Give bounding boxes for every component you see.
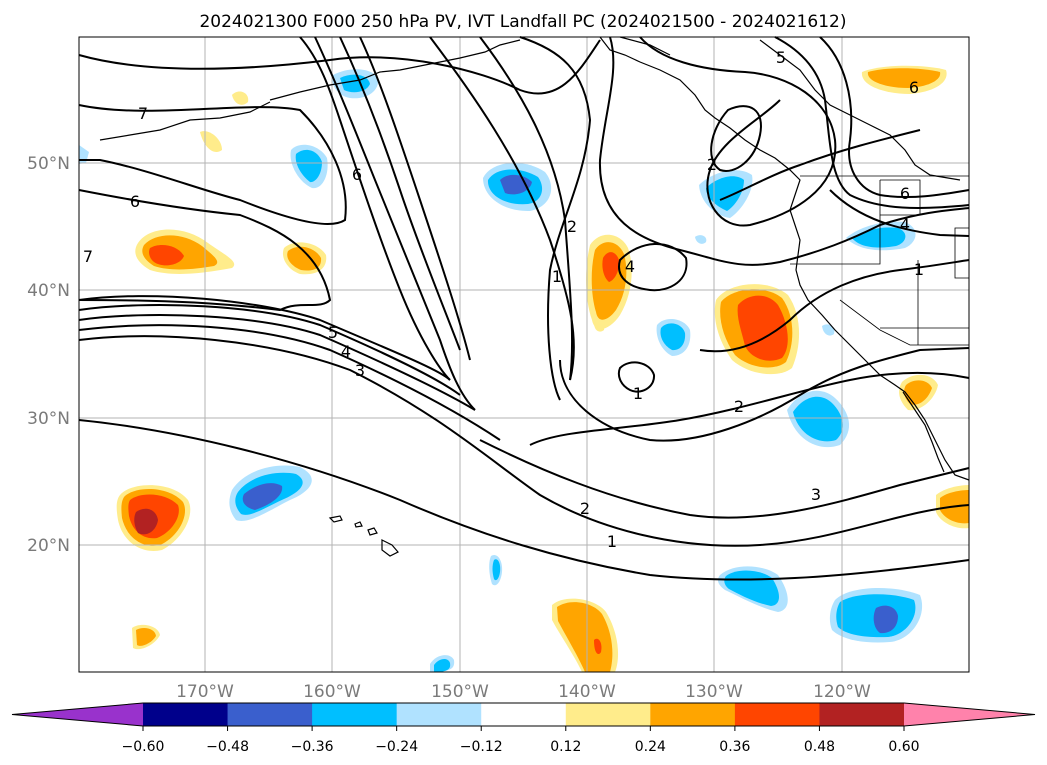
pv-contour-label: 5: [776, 48, 786, 67]
colorbar-segment: [481, 703, 567, 726]
pv-contour-label: 2: [567, 217, 577, 236]
lon-tick-label: 170°W: [176, 682, 234, 702]
pv-contour-label: 2: [734, 397, 744, 416]
lon-tick-label: 120°W: [813, 682, 871, 702]
colorbar-segment: [227, 703, 313, 726]
colorbar-extension-low: [12, 703, 143, 726]
pv-contour-label: 1: [607, 532, 617, 551]
pv-contours: [78, 36, 970, 581]
colorbar: −0.60 −0.48 −0.36 −0.24 −0.12 0.12 0.24 0.36 0.4…: [11, 702, 1036, 755]
lon-tick-label: 130°W: [685, 682, 743, 702]
colorbar-segment: [565, 703, 651, 726]
lat-tick-label: 40°N: [27, 281, 70, 301]
colorbar-segment: [819, 703, 905, 726]
colorbar-tick-label: −0.24: [375, 739, 418, 755]
lon-tick-label: 160°W: [303, 682, 361, 702]
pv-contour-label: 5: [328, 323, 338, 342]
pv-contour-label: 4: [341, 342, 351, 361]
pv-contour-label: 6: [352, 165, 362, 184]
pv-contour-label: 2: [580, 499, 590, 518]
lon-tick-label: 140°W: [558, 682, 616, 702]
colorbar-tick-label: 0.36: [719, 739, 750, 755]
lat-tick-label: 50°N: [27, 154, 70, 174]
colorbar-tick-label: 0.12: [550, 739, 581, 755]
pv-contour-label: 4: [625, 257, 635, 276]
lon-tick-label: 150°W: [431, 682, 489, 702]
pv-contour-label: 6: [130, 192, 140, 211]
pv-contour-label: 7: [138, 104, 148, 123]
lat-tick-label: 20°N: [27, 536, 70, 556]
pv-contour-label: 1: [914, 260, 924, 279]
map-panel: 7 6 6 7 5 4 3 2 1 4 1 2 2 1 2 3 5 6 6 4 …: [78, 36, 970, 673]
pv-contour-label: 7: [83, 247, 93, 266]
figure-title: 2024021300 F000 250 hPa PV, IVT Landfall…: [199, 12, 846, 32]
map-background: [79, 37, 969, 672]
colorbar-tick-label: 0.24: [635, 739, 666, 755]
map-frame: [78, 36, 970, 673]
coastlines: [99, 36, 970, 557]
positive-anomaly-area: [116, 65, 969, 672]
colorbar-segment: [650, 703, 736, 726]
lat-tick-label: 30°N: [27, 409, 70, 429]
colorbar-segment: [312, 703, 398, 726]
ivt-shading: [79, 65, 969, 672]
colorbar-extension-high: [904, 703, 1035, 726]
pv-contour-label: 4: [900, 215, 910, 234]
pv-contour-label: 3: [811, 485, 821, 504]
colorbar-tick-label: −0.48: [206, 739, 249, 755]
pv-contour-label: 3: [355, 361, 365, 380]
negative-anomaly-area: [79, 69, 923, 672]
pv-contour-label: 2: [707, 155, 717, 174]
pv-contour-label: 6: [900, 184, 910, 203]
latitude-ticks: 20°N 30°N 40°N 50°N: [27, 154, 70, 556]
colorbar-tick-label: −0.12: [460, 739, 503, 755]
pv-contour-label: 1: [633, 384, 643, 403]
colorbar-tick-label: 0.60: [888, 739, 919, 755]
colorbar-tick-label: −0.36: [291, 739, 334, 755]
pv-contour-label: 6: [909, 78, 919, 97]
colorbar-segment: [396, 703, 482, 726]
pv-contour-label-group: 7 6 6 7 5 4 3 2 1 4 1 2 2 1 2 3 5 6 6 4 …: [83, 48, 924, 551]
colorbar-segment: [734, 703, 820, 726]
colorbar-tick-label: 0.48: [804, 739, 835, 755]
longitude-ticks: 170°W 160°W 150°W 140°W 130°W 120°W: [176, 682, 871, 702]
colorbar-segment: [143, 703, 229, 726]
pv-contour-label: 1: [552, 267, 562, 286]
colorbar-tick-label: −0.60: [122, 739, 165, 755]
graticule: [79, 37, 969, 672]
